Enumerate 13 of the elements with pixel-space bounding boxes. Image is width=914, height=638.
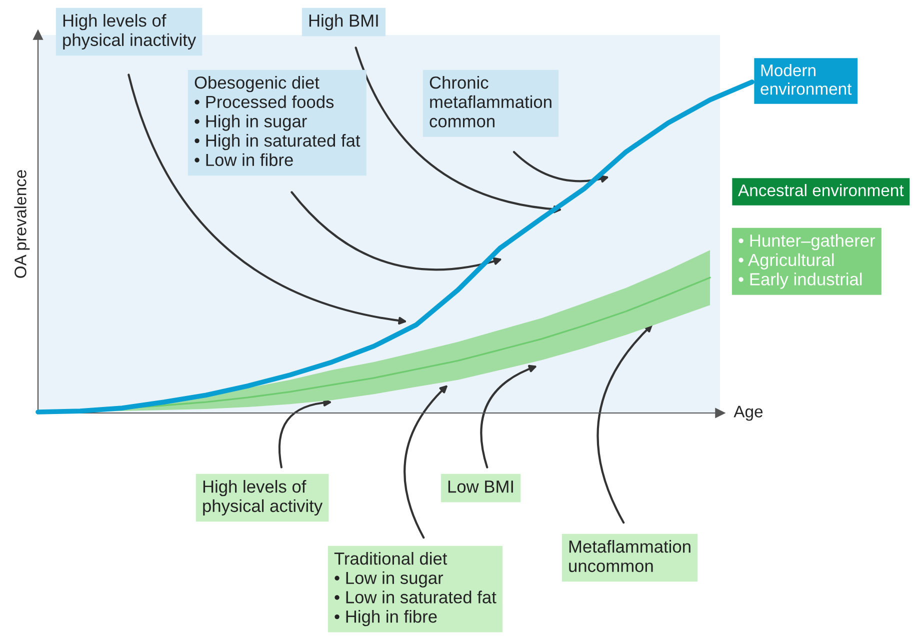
text: High levels of physical inactivity [63,14,196,50]
text: Traditional diet • Low in sugar • Low in saturated fat • High in fibre [334,552,496,626]
y-axis-title: OA prevalence [14,170,30,278]
text: Low BMI [448,480,513,493]
text: High levels of physical activity [203,480,323,516]
series-label: Modern environment [760,64,852,95]
text: Metaflammation uncommon [569,540,690,572]
text: Ancestral environment [738,184,904,196]
text: High BMI [309,14,378,30]
annotation: Chronic metaflammation common [430,76,552,128]
annotation: Obesogenic diet • Processed foods • High in sugar • High in saturated fat • Low in fibre [194,76,360,166]
x-axis-title: Age [734,406,763,421]
annotation: • Hunter–gatherer • Agricultural • Early industrial [738,234,876,289]
